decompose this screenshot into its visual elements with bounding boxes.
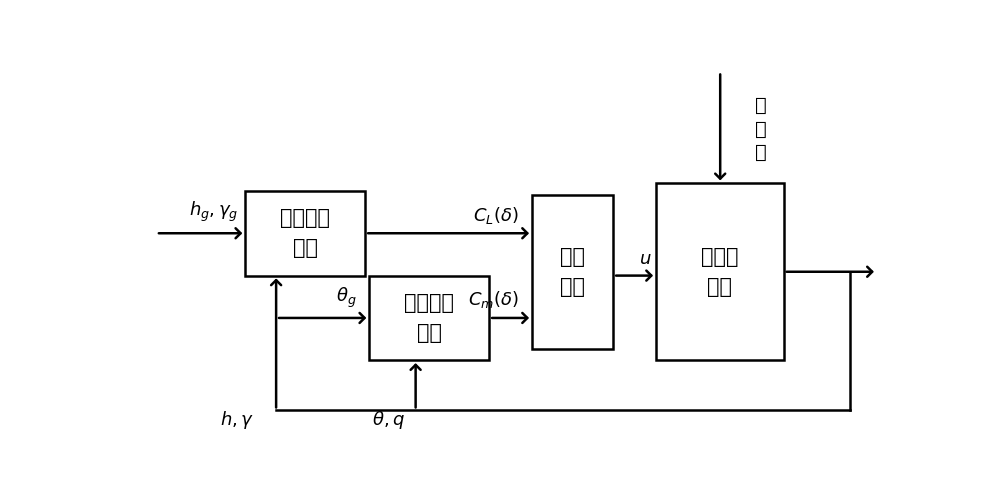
- Bar: [532, 194, 613, 349]
- Text: 轨迹控制
通道: 轨迹控制 通道: [280, 208, 330, 258]
- Bar: [656, 183, 784, 360]
- Bar: [369, 276, 489, 360]
- Text: 姿态控制
通道: 姿态控制 通道: [404, 293, 454, 343]
- Text: 舰
尾
流: 舰 尾 流: [755, 96, 766, 162]
- Text: 控制
分配: 控制 分配: [560, 247, 585, 296]
- Text: $u$: $u$: [639, 250, 651, 268]
- Text: $C_L(\delta)$: $C_L(\delta)$: [473, 204, 519, 226]
- Bar: [245, 191, 365, 276]
- Text: $C_m(\delta)$: $C_m(\delta)$: [468, 289, 519, 310]
- Text: $\theta_g$: $\theta_g$: [336, 286, 356, 310]
- Text: $\theta, q$: $\theta, q$: [372, 409, 405, 431]
- Text: 舰载机
模型: 舰载机 模型: [701, 247, 739, 296]
- Text: $h, \gamma$: $h, \gamma$: [220, 409, 254, 431]
- Text: $h_g, \gamma_g$: $h_g, \gamma_g$: [189, 200, 239, 224]
